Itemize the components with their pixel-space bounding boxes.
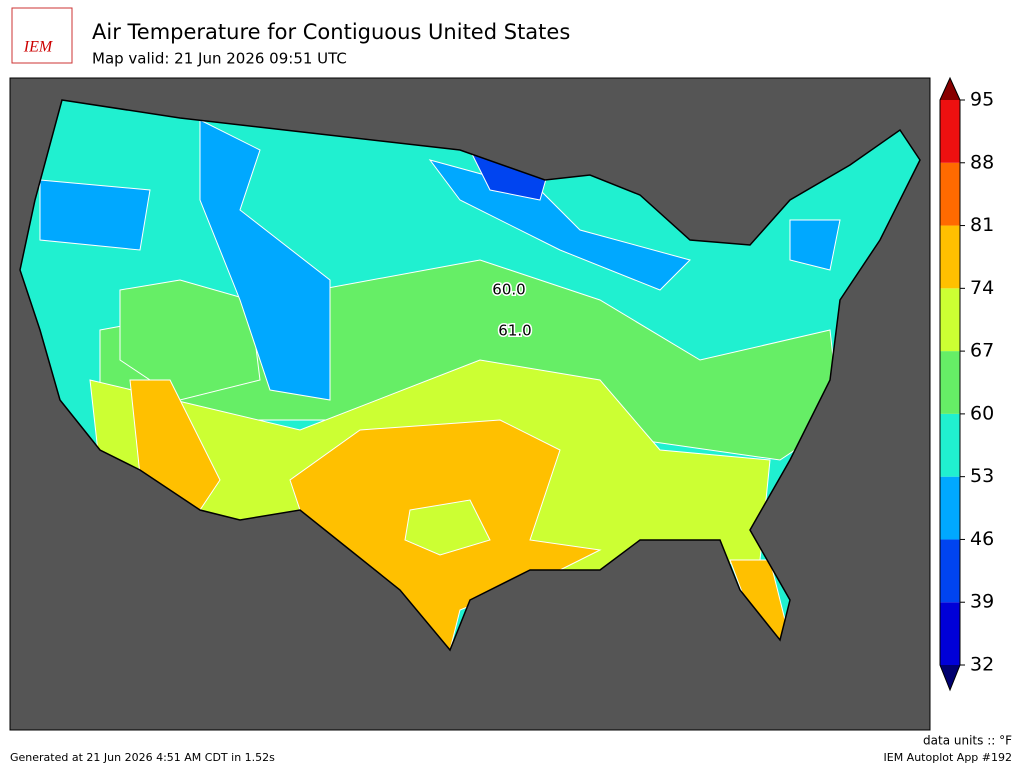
colorbar-tick-label: 39 (970, 591, 994, 613)
colorbar-band (940, 413, 960, 477)
colorbar-tick-label: 88 (970, 151, 994, 173)
units-note: data units :: °F (923, 734, 1012, 748)
colorbar-band (940, 100, 960, 163)
colorbar-tick-label: 95 (970, 89, 994, 111)
colorbar-band (940, 225, 960, 289)
colorbar-band (940, 602, 960, 665)
colorbar-tick-label: 46 (970, 528, 994, 550)
colorbar-band (940, 288, 960, 352)
colorbar-tick-label: 60 (970, 402, 994, 424)
colorbar-band (940, 539, 960, 603)
region (119, 279, 261, 401)
colorbar-under (940, 665, 960, 690)
subtitle: Map valid: 21 Jun 2026 09:51 UTC (92, 50, 347, 68)
generated-note: Generated at 21 Jun 2026 4:51 AM CDT in … (10, 751, 275, 764)
colorbar-tick-label: 74 (970, 277, 994, 299)
logo: IEM (11, 7, 73, 64)
title: Air Temperature for Contiguous United St… (92, 20, 570, 44)
colorbar-tick-label: 81 (970, 214, 994, 236)
colorbar-over (940, 78, 960, 100)
region (789, 219, 841, 271)
colorbar-tick-label: 53 (970, 465, 994, 487)
region (199, 119, 331, 401)
contour-label: 60.0 (492, 281, 525, 299)
colorbar: 32 39 46 53 60 67 74 81 88 95 (939, 76, 994, 692)
contour-label: 61.0 (498, 322, 531, 340)
logo-text: IEM (23, 39, 54, 56)
region (39, 179, 151, 251)
colorbar-band (940, 162, 960, 226)
app-note: IEM Autoplot App #192 (884, 751, 1013, 764)
colorbar-tick-label: 32 (970, 654, 994, 676)
colorbar-tick-label: 67 (970, 340, 994, 362)
region (428, 159, 691, 291)
colorbar-band (940, 351, 960, 414)
colorbar-band (940, 476, 960, 540)
region (404, 499, 491, 556)
temperature-fill (20, 100, 920, 650)
